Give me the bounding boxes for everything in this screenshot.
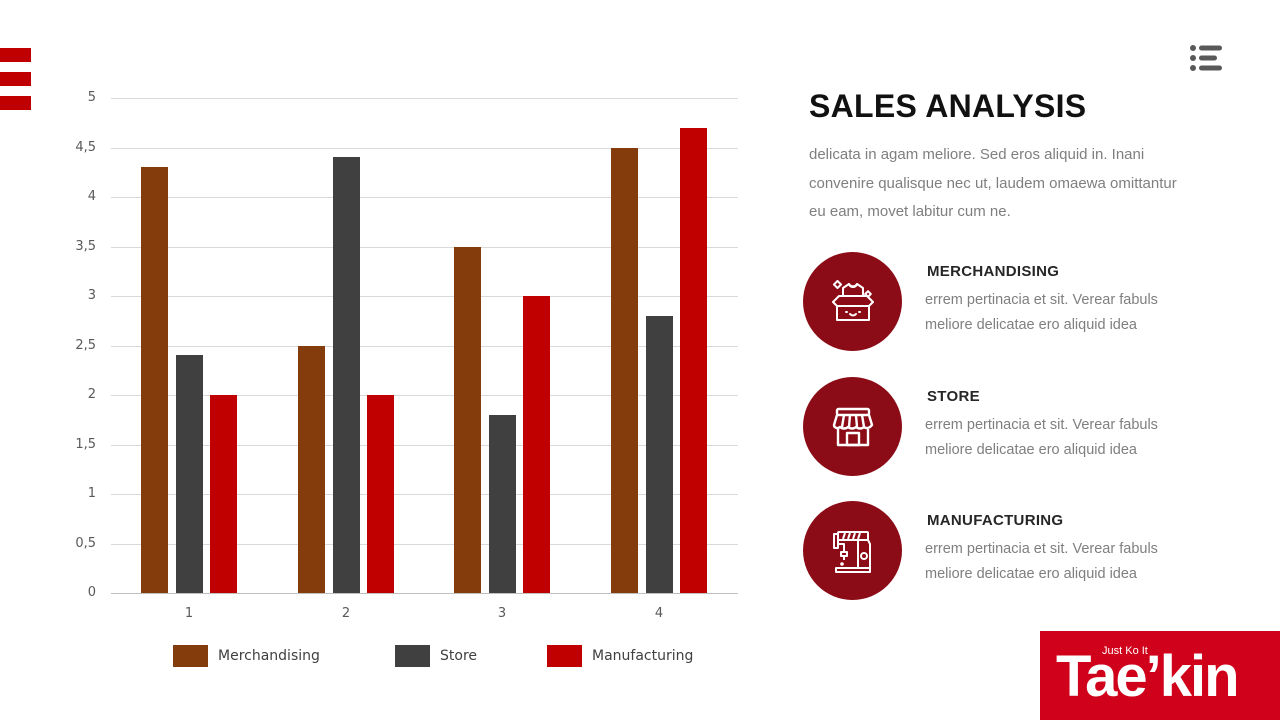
y-axis-tick-label: 1,5 xyxy=(75,436,96,452)
legend-swatch xyxy=(395,645,430,667)
legend-item-merchandising: Merchandising xyxy=(173,645,320,667)
gridline xyxy=(111,444,738,446)
bar-merchandising-1 xyxy=(141,167,168,593)
feature-title: MANUFACTURING xyxy=(927,512,1064,529)
stripe xyxy=(0,96,31,110)
bar-store-3 xyxy=(489,414,516,593)
gridline xyxy=(111,147,738,149)
feature-merchandising: MERCHANDISING errem pertinacia et sit. V… xyxy=(803,252,1203,352)
y-axis-tick-label: 1 xyxy=(87,486,96,501)
gridline xyxy=(111,543,738,545)
x-axis-tick-label: 4 xyxy=(654,606,664,621)
y-axis-tick-label: 2 xyxy=(87,387,96,402)
x-axis-line xyxy=(111,593,738,594)
feature-store: STORE errem pertinacia et sit. Verear fa… xyxy=(803,377,1203,477)
sales-bar-chart: 0 0,5 1 1,5 2 2,5 3 3,5 4 4,5 5 1 2 3 4 xyxy=(75,90,738,621)
page-title: SALES ANALYSIS xyxy=(809,88,1087,124)
feature-manufacturing: MANUFACTURING errem pertinacia et sit. V… xyxy=(803,501,1203,601)
bar-merchandising-2 xyxy=(298,345,325,593)
feature-description: errem pertinacia et sit. Verear fabuls m… xyxy=(925,292,1158,333)
legend-swatch xyxy=(173,645,208,667)
legend-label: Merchandising xyxy=(218,648,320,664)
y-axis-tick-label: 4,5 xyxy=(75,139,96,155)
stripe xyxy=(0,48,31,62)
x-axis-tick-label: 3 xyxy=(497,606,507,621)
feature-title: MERCHANDISING xyxy=(927,263,1060,280)
gridline xyxy=(111,345,738,347)
bar-manufacturing-4 xyxy=(680,127,707,593)
brand-logo: Tae’kin Just Ko It xyxy=(1040,631,1280,720)
legend-item-manufacturing: Manufacturing xyxy=(547,645,693,667)
bar-merchandising-3 xyxy=(454,246,481,593)
gridline xyxy=(111,296,738,297)
gridline xyxy=(111,395,738,396)
legend-label: Manufacturing xyxy=(592,648,694,664)
feature-title: STORE xyxy=(927,388,980,405)
y-axis-tick-label: 3 xyxy=(87,288,96,303)
gridline xyxy=(111,246,738,248)
feature-description: errem pertinacia et sit. Verear fabuls m… xyxy=(925,417,1158,458)
feature-description: errem pertinacia et sit. Verear fabuls m… xyxy=(925,541,1158,582)
x-axis-tick-label: 2 xyxy=(341,606,351,621)
decorative-stripes xyxy=(0,48,31,120)
bar-store-1 xyxy=(176,355,203,593)
bar-manufacturing-2 xyxy=(367,395,394,593)
gridline xyxy=(111,98,738,99)
y-axis-tick-label: 5 xyxy=(87,90,96,105)
bar-store-2 xyxy=(333,157,360,593)
intro-text: delicata in agam meliore. Sed eros aliqu… xyxy=(809,146,1177,220)
x-axis-tick-label: 1 xyxy=(184,606,194,621)
bar-manufacturing-1 xyxy=(210,395,237,593)
legend-label: Store xyxy=(440,648,478,664)
bar-store-4 xyxy=(646,315,673,593)
gridline xyxy=(111,197,738,198)
storefront-icon xyxy=(803,377,902,476)
y-axis-tick-label: 4 xyxy=(87,189,96,204)
list-menu-icon[interactable] xyxy=(1189,44,1223,72)
brand-tagline: Just Ko It xyxy=(1102,645,1148,657)
open-box-icon xyxy=(803,252,902,351)
legend-swatch xyxy=(547,645,582,667)
bar-manufacturing-3 xyxy=(523,296,550,593)
brand-name: Tae’kin xyxy=(1056,644,1240,709)
y-axis-tick-label: 2,5 xyxy=(75,337,96,353)
gridline xyxy=(111,494,738,495)
sewing-machine-icon xyxy=(803,501,902,600)
bar-merchandising-4 xyxy=(611,147,638,593)
y-axis-tick-label: 0 xyxy=(87,585,96,600)
y-axis-tick-label: 3,5 xyxy=(75,238,96,254)
stripe xyxy=(0,72,31,86)
y-axis-tick-label: 0,5 xyxy=(75,535,96,551)
legend-item-store: Store xyxy=(395,645,477,667)
